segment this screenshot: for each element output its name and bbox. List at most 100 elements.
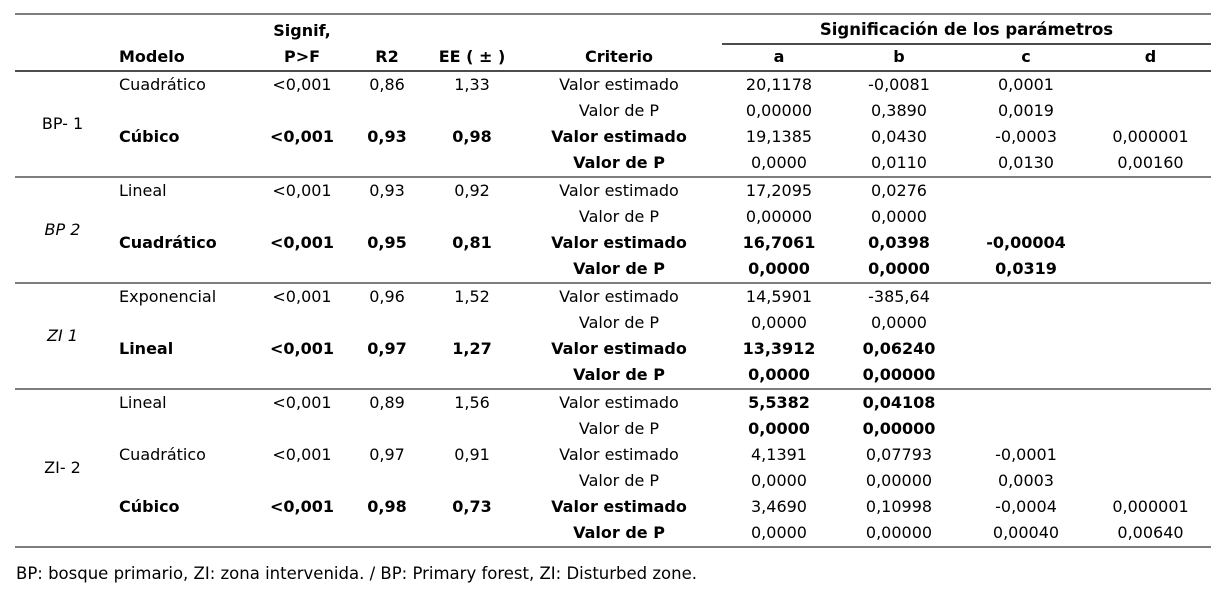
signif-cell (258, 204, 346, 230)
param-b-cell: 0,10998 (865, 497, 933, 516)
table-row: BP- 1 Cuadrático <0,001 0,86 1,33 Valor estim… (15, 70, 1211, 177)
signif-cell (258, 468, 346, 494)
param-c-cell (962, 416, 1090, 442)
param-b-cell: 0,00000 (865, 471, 933, 490)
param-d-cell (1090, 256, 1211, 283)
model-cell: Cuadrático (110, 70, 258, 98)
param-d-cell (1090, 416, 1211, 442)
table-row: Valor de P 0,0000 0,00000 (15, 416, 1211, 442)
ee-cell: 1,27 (452, 339, 492, 358)
table-row: Cuadrático <0,001 0,97 0,91 Valor estimado 4,… (15, 442, 1211, 468)
param-d-cell (1090, 442, 1211, 468)
header-spacer (15, 14, 110, 44)
criterio-cell: Valor de P (573, 523, 665, 542)
param-a-cell: 0,00000 (745, 207, 813, 226)
param-c-cell: -0,0003 (995, 127, 1057, 146)
signif-cell: <0,001 (272, 445, 332, 464)
ee-cell (428, 204, 516, 230)
header-spacer (110, 14, 258, 44)
param-b-cell: 0,0276 (836, 176, 962, 204)
param-d-cell (1090, 388, 1211, 416)
header-row-bottom: Modelo P>F R2 EE ( ± ) Criterio a b c d (15, 44, 1211, 72)
table-row: ZI 1 Exponencial <0,001 0,96 1,52 Valor estim… (15, 282, 1211, 389)
signif-cell (258, 150, 346, 177)
model-cell: Cúbico (119, 497, 180, 516)
param-a-cell: 0,0000 (751, 523, 807, 542)
ee-cell (428, 362, 516, 389)
param-c-cell (962, 362, 1090, 389)
param-c-cell (962, 388, 1090, 416)
r2-cell (346, 468, 428, 494)
criterio-cell: Valor estimado (516, 282, 722, 310)
model-cell (110, 362, 258, 389)
ee-cell (428, 468, 516, 494)
param-c-cell (962, 204, 1090, 230)
criterio-cell: Valor de P (573, 365, 665, 384)
model-cell: Cuadrático (119, 445, 206, 464)
model-cell (110, 256, 258, 283)
r2-cell: 0,96 (346, 282, 428, 310)
param-c-cell: -0,0001 (995, 445, 1057, 464)
model-cell: Lineal (110, 176, 258, 204)
table-row: Valor de P 0,0000 0,00000 0,0003 (15, 468, 1211, 494)
r2-cell (346, 520, 428, 547)
param-d-cell (1090, 70, 1211, 98)
param-a-cell: 5,5382 (722, 388, 836, 416)
param-d-cell: 0,000001 (1112, 127, 1189, 146)
table-header: Signif, Significación de los parámetros … (15, 14, 1211, 72)
group-label: ZI 1 (15, 282, 110, 389)
signif-cell: <0,001 (258, 282, 346, 310)
results-table-body: BP- 1 Cuadrático <0,001 0,86 1,33 Valor estim… (15, 70, 1211, 547)
param-a-cell: 3,4690 (751, 497, 807, 516)
signif-cell (258, 362, 346, 389)
param-d-cell: 0,00160 (1117, 153, 1184, 172)
param-d-cell (1090, 468, 1211, 494)
param-a-cell: 0,0000 (751, 313, 807, 332)
table-row: Cúbico <0,001 0,98 0,73 Valor estimado 3,4690… (15, 494, 1211, 520)
table-row: Cúbico <0,001 0,93 0,98 Valor estimado 19,138… (15, 124, 1211, 150)
model-cell (110, 150, 258, 177)
ee-cell: 0,73 (452, 497, 492, 516)
param-d-cell (1090, 230, 1211, 256)
criterio-cell: Valor estimado (551, 233, 687, 252)
param-c-cell (962, 310, 1090, 336)
param-a-cell: 0,00000 (745, 101, 813, 120)
ee-cell: 0,81 (452, 233, 492, 252)
table-row: Lineal <0,001 0,97 1,27 Valor estimado 13,391… (15, 336, 1211, 362)
table-row: Valor de P 0,0000 0,0110 0,0130 0,00160 (15, 150, 1211, 177)
criterio-cell: Valor de P (573, 153, 665, 172)
header-param-c: c (962, 44, 1090, 72)
criterio-cell: Valor de P (578, 313, 660, 332)
model-cell (110, 310, 258, 336)
param-a-cell: 0,0000 (751, 471, 807, 490)
r2-cell: 0,95 (367, 233, 407, 252)
criterio-cell: Valor de P (578, 207, 660, 226)
ee-cell (428, 520, 516, 547)
header-param-a: a (722, 44, 836, 72)
model-cell: Exponencial (110, 282, 258, 310)
criterio-cell: Valor de P (573, 259, 665, 278)
param-d-cell (1090, 282, 1211, 310)
group-label: BP 2 (15, 176, 110, 283)
param-a-cell: 0,0000 (748, 259, 810, 278)
ee-cell: 1,52 (428, 282, 516, 310)
param-c-cell: 0,00040 (992, 523, 1060, 542)
param-b-cell: 0,00000 (862, 365, 936, 384)
table-row: Valor de P 0,0000 0,0000 (15, 310, 1211, 336)
header-pf: P>F (258, 44, 346, 72)
ee-cell: 0,91 (454, 445, 490, 464)
table-row: Valor de P 0,0000 0,0000 0,0319 (15, 256, 1211, 283)
param-b-cell: 0,0110 (871, 153, 927, 172)
r2-cell: 0,93 (367, 127, 407, 146)
signif-cell (258, 520, 346, 547)
param-a-cell: 4,1391 (751, 445, 807, 464)
param-a-cell: 16,7061 (742, 233, 816, 252)
signif-cell (258, 98, 346, 124)
r2-cell: 0,97 (369, 445, 405, 464)
param-d-cell (1090, 362, 1211, 389)
ee-cell (428, 310, 516, 336)
criterio-cell: Valor estimado (559, 445, 679, 464)
param-b-cell: 0,3890 (871, 101, 927, 120)
r2-cell: 0,89 (346, 388, 428, 416)
